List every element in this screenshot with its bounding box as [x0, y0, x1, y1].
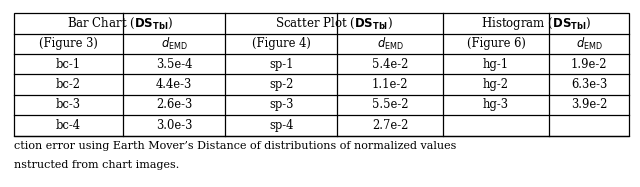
Text: Scatter Plot ($\mathbf{DS}_{\mathbf{Tbl}}$): Scatter Plot ($\mathbf{DS}_{\mathbf{Tbl}… [275, 16, 393, 31]
Text: sp-1: sp-1 [269, 58, 294, 71]
Text: ction error using Earth Mover’s Distance of distributions of normalized values: ction error using Earth Mover’s Distance… [14, 141, 456, 151]
Text: 4.4e-3: 4.4e-3 [156, 78, 192, 91]
Text: 5.4e-2: 5.4e-2 [372, 58, 408, 71]
Text: $d_{\mathrm{EMD}}$: $d_{\mathrm{EMD}}$ [575, 36, 603, 52]
Text: 2.6e-3: 2.6e-3 [156, 98, 192, 111]
Text: 5.5e-2: 5.5e-2 [372, 98, 408, 111]
Bar [14, 13, 629, 136]
Text: hg-3: hg-3 [483, 98, 509, 111]
Text: bc-1: bc-1 [56, 58, 81, 71]
Text: 2.7e-2: 2.7e-2 [372, 119, 408, 132]
Text: hg-2: hg-2 [483, 78, 509, 91]
Text: (Figure 4): (Figure 4) [252, 37, 310, 50]
Text: $d_{\mathrm{EMD}}$: $d_{\mathrm{EMD}}$ [376, 36, 404, 52]
Text: 3.9e-2: 3.9e-2 [571, 98, 607, 111]
Text: bc-3: bc-3 [56, 98, 81, 111]
Text: Histogram ($\mathbf{DS}_{\mathbf{Tbl}}$): Histogram ($\mathbf{DS}_{\mathbf{Tbl}}$) [481, 15, 591, 32]
Text: (Figure 3): (Figure 3) [39, 37, 98, 50]
Text: (Figure 6): (Figure 6) [467, 37, 525, 50]
Text: Bar Chart ($\mathbf{DS}_{\mathbf{Tbl}}$): Bar Chart ($\mathbf{DS}_{\mathbf{Tbl}}$) [67, 16, 173, 31]
Text: hg-1: hg-1 [483, 58, 509, 71]
Text: 1.9e-2: 1.9e-2 [571, 58, 607, 71]
Text: 1.1e-2: 1.1e-2 [372, 78, 408, 91]
Text: sp-4: sp-4 [269, 119, 294, 132]
Text: 3.0e-3: 3.0e-3 [156, 119, 192, 132]
Text: $d_{\mathrm{EMD}}$: $d_{\mathrm{EMD}}$ [161, 36, 188, 52]
Text: bc-4: bc-4 [56, 119, 81, 132]
Text: 6.3e-3: 6.3e-3 [571, 78, 607, 91]
Text: sp-3: sp-3 [269, 98, 294, 111]
Text: nstructed from chart images.: nstructed from chart images. [14, 160, 179, 170]
Text: 3.5e-4: 3.5e-4 [156, 58, 192, 71]
Text: bc-2: bc-2 [56, 78, 81, 91]
Text: sp-2: sp-2 [269, 78, 294, 91]
